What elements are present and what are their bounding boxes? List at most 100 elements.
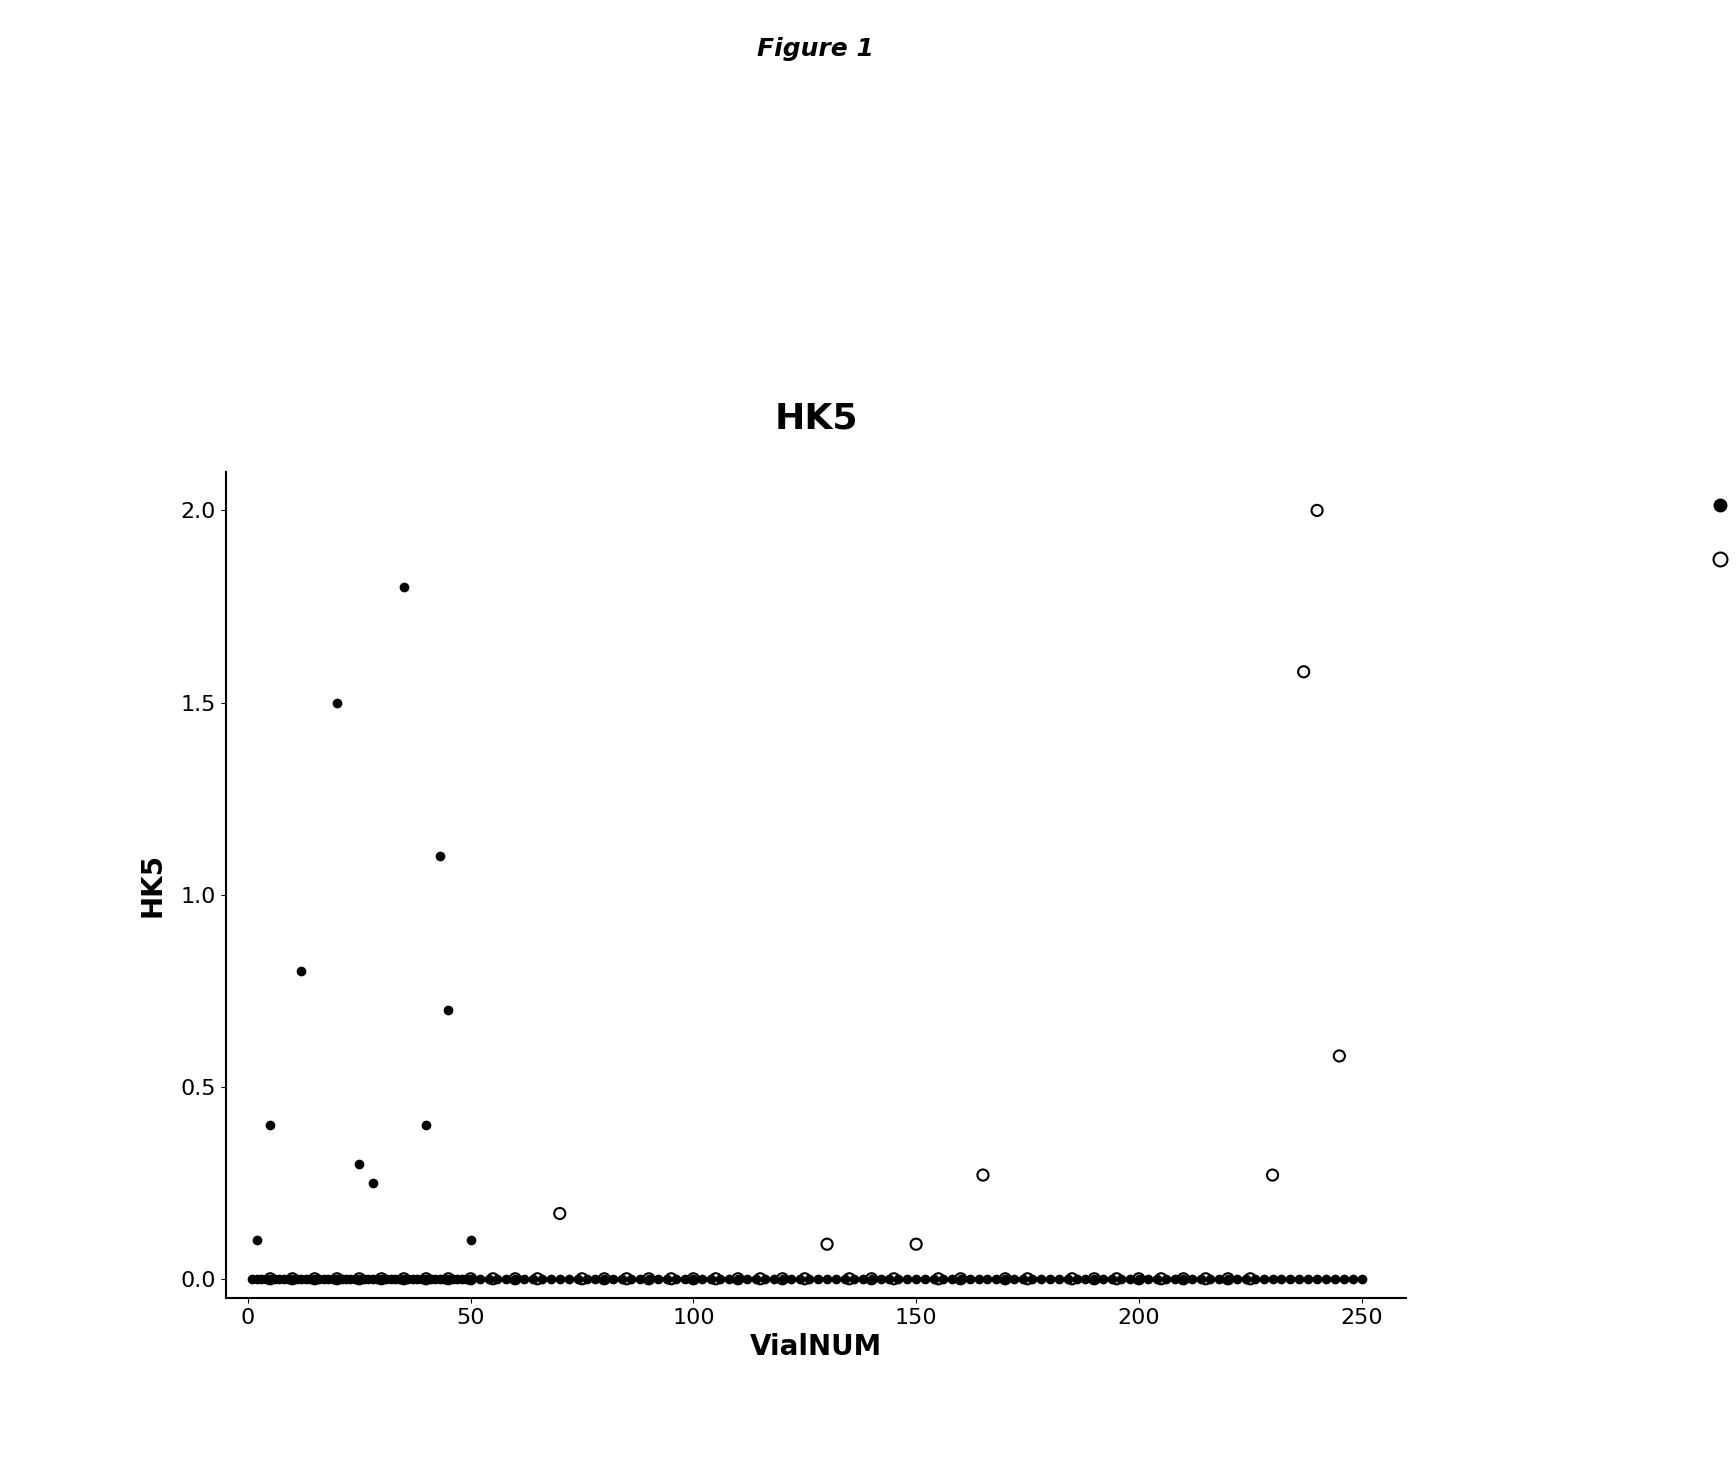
Point [750,1267,778,1291]
Point [795,1267,823,1291]
Point [465,1267,493,1291]
Point [1222,1267,1250,1291]
Point [1259,1267,1286,1291]
Point [812,1233,840,1257]
Point [479,1267,507,1291]
Point [1233,1267,1260,1291]
Point [701,1267,729,1291]
Point [278,1267,306,1291]
Point [689,1267,717,1291]
Point [946,1267,974,1291]
Point [337,1267,365,1291]
Point [448,1267,476,1291]
Point [1059,1267,1087,1291]
Point [453,1267,481,1291]
Point [260,1267,288,1291]
Point [502,1267,529,1291]
Point [812,1267,840,1291]
Point [599,1267,627,1291]
Point [1080,1267,1108,1291]
Point [502,1267,529,1291]
Point [875,1267,903,1291]
Point [1250,1267,1278,1291]
Point [457,1267,484,1291]
Point [1347,1267,1375,1291]
Point [590,1267,618,1291]
Point [858,1267,885,1291]
Point [866,1267,894,1291]
Point [443,1267,470,1291]
Point [238,1267,266,1291]
Point [431,1267,458,1291]
Point [937,1267,965,1291]
Point [394,1267,422,1291]
Point [894,1267,922,1291]
Point [618,1267,646,1291]
Point [653,1267,681,1291]
Point [724,1267,752,1291]
Point [278,1267,306,1291]
Point [849,1267,877,1291]
Point [385,1267,413,1291]
Point [769,1267,797,1291]
Point [661,1267,689,1291]
Point [1045,1267,1073,1291]
Point [707,1267,734,1291]
Point [724,1267,752,1291]
Point [1170,1267,1198,1291]
Point [965,1267,993,1291]
Point [510,1267,538,1291]
Point [368,1267,396,1291]
Point [786,1267,814,1291]
Point [1125,1267,1153,1291]
Point [946,1267,974,1291]
Point [991,1267,1019,1291]
Point [804,1267,832,1291]
Point [340,1267,368,1291]
Point [457,1267,484,1291]
Point [363,1267,391,1291]
Point [382,1267,410,1291]
Point [733,1267,760,1291]
Point [1028,1267,1055,1291]
Point [257,1114,285,1137]
Point [832,1267,859,1291]
Point [1125,1267,1153,1291]
Point [345,1152,373,1176]
Point [243,1267,271,1291]
Point [545,1202,573,1226]
Point [243,1229,271,1252]
Point [1116,1267,1144,1291]
Point [1295,1267,1323,1291]
Point [524,1267,552,1291]
Y-axis label: HK5: HK5 [139,853,167,917]
Point [929,1267,957,1291]
X-axis label: VialNUM: VialNUM [750,1333,882,1361]
Point [613,1267,641,1291]
Point [1304,499,1332,522]
Point [425,844,453,867]
Point [434,1267,462,1291]
Point [314,1267,342,1291]
Point [823,1267,851,1291]
Point [679,1267,707,1291]
Point [288,960,316,984]
Point [564,1267,592,1291]
Point [297,1267,325,1291]
Point [1338,1267,1366,1291]
Point [746,1267,774,1291]
Point [257,1267,285,1291]
Point [1267,1267,1295,1291]
Point [1142,1267,1170,1291]
Point [1036,1267,1064,1291]
Point [884,1267,911,1291]
Point [309,1267,337,1291]
Point [457,1229,484,1252]
Point [760,1267,788,1291]
Point [266,1267,293,1291]
Point [957,1267,984,1291]
Text: Figure 1: Figure 1 [757,37,875,60]
Point [556,1267,583,1291]
Point [1014,1267,1042,1291]
Point [1312,1267,1340,1291]
